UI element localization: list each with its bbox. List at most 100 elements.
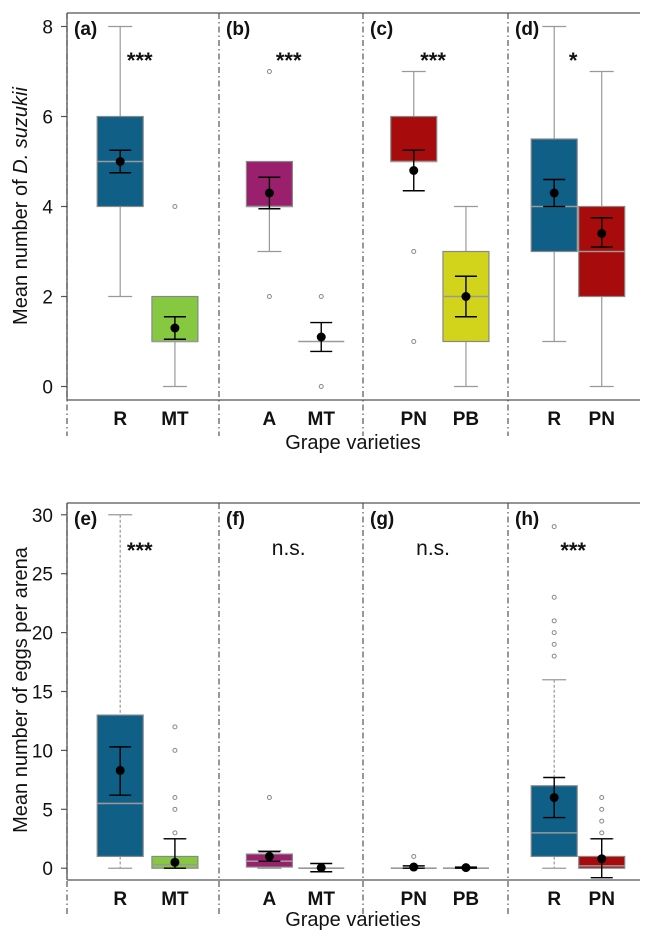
x-tick-label: MT: [308, 409, 336, 430]
x-tick-label: PN: [401, 889, 427, 910]
box-PN: PN: [578, 70, 626, 430]
box-PB: PB: [442, 205, 490, 430]
x-tick-label: PB: [453, 889, 479, 910]
x-tick-label: MT: [308, 889, 336, 910]
box-PN: PN: [390, 70, 438, 430]
x-tick-label: MT: [161, 889, 189, 910]
mean-point: [316, 332, 326, 342]
y-tick-label: 15: [32, 683, 53, 704]
outlier-point: [172, 806, 178, 812]
outlier-point: [551, 653, 557, 659]
box-R: R: [96, 514, 144, 910]
mean-point: [549, 793, 559, 803]
panel-label: (g): [370, 509, 394, 530]
outlier-point: [551, 524, 557, 530]
box-A: A: [245, 795, 293, 910]
x-tick-label: R: [113, 889, 127, 910]
significance-label: *: [569, 48, 578, 73]
panel-label: (d): [515, 19, 539, 40]
panel-c: (c) *** PN PB: [370, 19, 490, 430]
mean-point: [461, 292, 471, 301]
mean-point: [264, 851, 274, 861]
outlier-point: [551, 594, 557, 600]
x-tick-label: PN: [589, 889, 615, 910]
significance-label: ***: [420, 48, 446, 73]
y-tick-label: 0: [42, 859, 53, 880]
outlier-point: [599, 830, 605, 836]
x-tick-label: R: [113, 409, 127, 430]
box-R: R: [530, 25, 578, 430]
box-PN: PN: [578, 795, 626, 910]
panel-d: (d) * R PN: [515, 19, 626, 430]
mean-point: [264, 188, 274, 198]
y-tick-label: 10: [32, 741, 53, 762]
outlier-point: [411, 853, 417, 859]
box-PN: PN: [390, 853, 437, 910]
significance-label: ***: [127, 538, 153, 563]
y-tick-label: 25: [32, 565, 53, 586]
box-A: A: [245, 69, 293, 430]
x-tick-label: PN: [589, 409, 615, 430]
outlier-point: [266, 294, 272, 299]
outlier-point: [172, 830, 178, 836]
outlier-point: [551, 630, 557, 636]
panel-label: (e): [74, 509, 97, 530]
outlier-point: [411, 339, 417, 344]
mean-point: [597, 854, 607, 864]
outlier-point: [172, 747, 178, 753]
outlier-point: [599, 806, 605, 812]
x-axis-label: Grape varieties: [285, 432, 421, 454]
x-tick-label: PB: [453, 409, 479, 430]
outlier-point: [266, 795, 272, 801]
panel-label: (c): [370, 19, 393, 40]
significance-label: ***: [276, 48, 302, 73]
significance-label: ***: [560, 538, 586, 563]
panel-label: (f): [226, 509, 245, 530]
outlier-point: [266, 69, 272, 74]
outlier-point: [551, 641, 557, 647]
y-axis-label-text: Mean number of: [10, 174, 32, 325]
mean-point: [115, 765, 125, 775]
mean-point: [461, 863, 471, 873]
panel-e: (e) *** R MT: [74, 509, 199, 910]
x-tick-label: PN: [401, 409, 427, 430]
outlier-point: [551, 618, 557, 624]
y-tick-label: 6: [42, 108, 53, 129]
y-tick-label: 4: [42, 198, 53, 219]
box-MT: MT: [151, 724, 199, 910]
outlier-point: [172, 724, 178, 730]
box-MT: MT: [298, 862, 345, 910]
mean-point: [170, 857, 180, 867]
box-R: R: [530, 524, 578, 910]
outlier-point: [172, 204, 178, 209]
y-tick-label: 20: [32, 624, 53, 645]
y-tick-label: 30: [32, 506, 53, 527]
y-axis-label-species: D. suzukii: [10, 87, 32, 174]
panel-h: (h) *** R PN: [515, 509, 626, 910]
mean-point: [115, 157, 125, 166]
x-tick-label: A: [263, 889, 277, 910]
y-tick-label: 2: [42, 288, 53, 309]
y-tick-label: 0: [42, 378, 53, 399]
panel-label: (h): [515, 509, 539, 530]
outlier-point: [599, 818, 605, 824]
outlier-point: [318, 294, 324, 299]
y-tick-label: 8: [42, 18, 53, 39]
mean-point: [409, 166, 419, 175]
significance-label: n.s.: [272, 537, 306, 560]
panel-a: (a) *** R MT: [74, 19, 199, 430]
y-axis-label: Mean number of D. suzukii: [10, 87, 32, 325]
chart-1: 0 2 4 6 8 Mean number of D. suzukii Grape vari…: [10, 12, 640, 454]
outlier-point: [318, 384, 324, 389]
mean-point: [409, 862, 419, 872]
y-tick-label: 5: [42, 800, 53, 821]
outlier-point: [172, 795, 178, 801]
box-R: R: [96, 25, 144, 430]
panel-f: (f) n.s. A MT: [226, 509, 345, 910]
significance-label: ***: [127, 48, 153, 73]
outlier-point: [599, 795, 605, 801]
panel-b: (b) *** A MT: [226, 19, 345, 430]
significance-label: n.s.: [416, 537, 450, 560]
